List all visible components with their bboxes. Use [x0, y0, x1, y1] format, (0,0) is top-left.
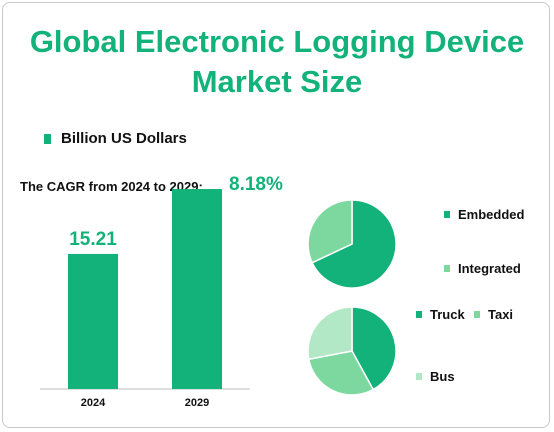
data-label: 15.21 — [69, 229, 117, 250]
legend-text: Embedded — [458, 207, 525, 222]
legend-text: Bus — [430, 369, 455, 384]
bar-2029 — [172, 189, 222, 389]
title-line-1: Global Electronic Logging Device — [29, 24, 525, 59]
legend-label: Billion US Dollars — [61, 130, 187, 147]
pie2-legend-truck: Truck — [416, 307, 465, 322]
legend-swatch — [44, 133, 51, 144]
bar-legend: Billion US Dollars — [44, 130, 187, 147]
legend-text: Truck — [430, 307, 465, 322]
bar-2024 — [68, 253, 118, 389]
title-line-2: Market Size — [191, 64, 363, 99]
pie2-legend-taxi: Taxi — [474, 307, 513, 322]
x-tick-label: 2029 — [185, 397, 209, 409]
pie2-legend-bus: Bus — [416, 369, 455, 384]
pie1-legend-integrated: Integrated — [444, 261, 521, 276]
x-tick-label: 2024 — [81, 397, 106, 409]
legend-text: Taxi — [488, 307, 514, 322]
cagr-value: 8.18% — [229, 174, 283, 195]
pie2-slice-truck — [351, 306, 397, 391]
cagr-label: The CAGR from 2024 to 2029: — [20, 179, 203, 194]
legend-swatch — [416, 311, 422, 318]
legend-swatch — [416, 373, 422, 380]
legend-swatch — [474, 311, 480, 318]
chart-title: Global Electronic Logging Device Market … — [0, 22, 554, 102]
legend-text: Integrated — [458, 261, 521, 276]
pie2-slice-taxi — [307, 350, 375, 396]
pie1-slice-embedded — [311, 199, 397, 289]
pie1-legend-embedded: Embedded — [444, 207, 524, 222]
legend-swatch — [444, 211, 450, 218]
legend-swatch — [444, 265, 450, 272]
pie2-slice-bus — [307, 306, 353, 361]
pie1-slice-integrated — [307, 199, 353, 264]
